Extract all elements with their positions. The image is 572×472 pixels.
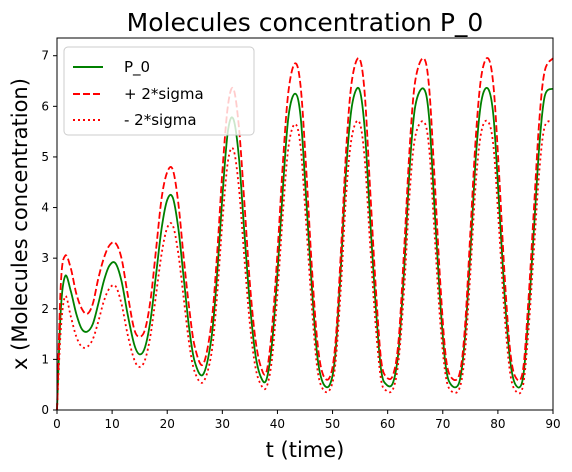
series-line-2 [56,119,554,411]
y-axis-ticks: 0 1 2 3 4 5 6 7 [41,49,57,417]
x-tick-label: 90 [545,417,560,431]
y-tick-label: 7 [41,49,49,63]
y-tick-label: 4 [41,201,49,215]
x-tick-label: 60 [380,417,395,431]
x-tick-label: 20 [160,417,175,431]
y-tick-label: 0 [41,403,49,417]
x-axis-label: t (time) [266,438,345,462]
plot-frame [56,37,554,411]
legend-label-p0: P_0 [124,58,150,77]
x-tick-label: 30 [215,417,230,431]
x-tick-label: 50 [325,417,340,431]
chart-title: Molecules concentration P_0 [127,8,484,37]
x-tick-label: 10 [104,417,119,431]
series-line-0 [56,86,554,411]
legend-label-minus-sigma: - 2*sigma [124,111,197,129]
legend: P_0 + 2*sigma - 2*sigma [63,46,255,136]
x-tick-label: 70 [435,417,450,431]
series-layer [56,57,554,411]
x-tick-label: 80 [490,417,505,431]
y-tick-label: 2 [41,302,49,316]
legend-box [63,46,255,136]
series-line-1 [56,57,554,411]
x-axis-ticks: 0 10 20 30 40 50 60 70 80 90 [53,410,561,431]
y-tick-label: 3 [41,251,49,265]
y-tick-label: 6 [41,99,49,113]
y-axis-label: x (Molecules concentration) [8,78,32,370]
legend-label-plus-sigma: + 2*sigma [124,85,204,103]
y-tick-label: 5 [41,150,49,164]
y-tick-label: 1 [41,352,49,366]
x-tick-label: 40 [270,417,285,431]
x-tick-label: 0 [53,417,61,431]
